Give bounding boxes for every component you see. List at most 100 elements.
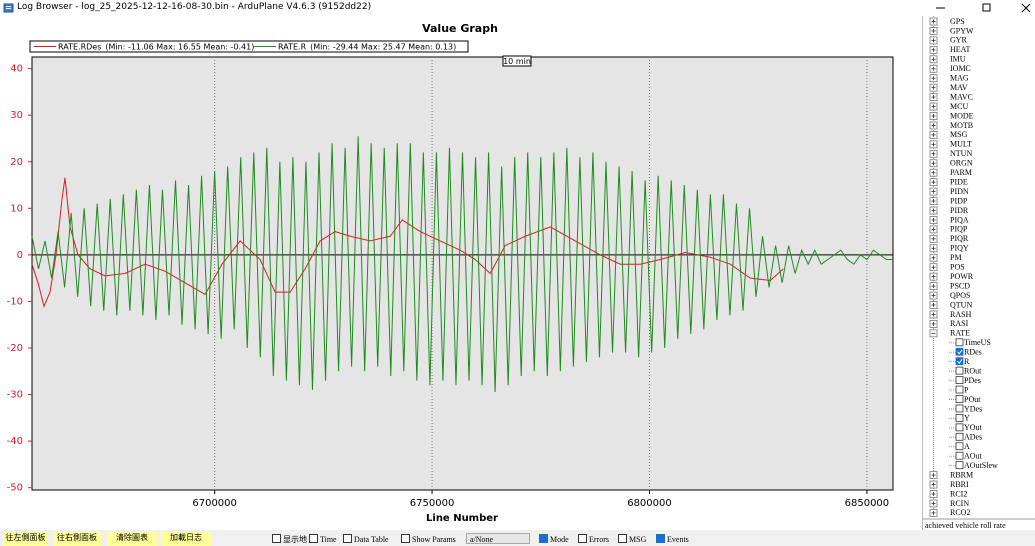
tree-node[interactable]: RATE	[929, 329, 970, 338]
checkbox[interactable]	[343, 534, 352, 543]
tree-node[interactable]: MAG	[929, 74, 969, 83]
tree-node[interactable]: PIQR	[929, 234, 969, 243]
tree-node[interactable]: RBRI	[929, 480, 969, 489]
checkbox-item[interactable]: Events	[656, 534, 689, 545]
toolbar: 往左側面板 往右側面板 清除圖表 加載日志 显示地 Time Data Table Show …	[0, 530, 1035, 546]
checkbox-item[interactable]: Mode	[539, 534, 569, 545]
tree-node[interactable]: GYR	[929, 36, 968, 45]
tree-child[interactable]: AOut	[949, 452, 983, 461]
checkbox[interactable]	[955, 451, 964, 460]
checkbox-item[interactable]: MSG	[618, 534, 646, 545]
checkbox-label: Data Table	[354, 535, 389, 544]
tree-node[interactable]: MAV	[929, 83, 968, 92]
close-button[interactable]	[1021, 3, 1031, 13]
tree-node[interactable]: IOMC	[929, 64, 971, 73]
tree-node[interactable]: GPYW	[929, 26, 974, 35]
tree-child[interactable]: YOut	[949, 423, 983, 432]
tree-node[interactable]: RCO2	[929, 508, 970, 517]
checkbox[interactable]	[955, 461, 964, 470]
tree-child[interactable]: POut	[949, 395, 981, 404]
tree-child[interactable]: YDes	[949, 404, 982, 413]
tree-label: ORGN	[950, 159, 973, 168]
tree-node[interactable]: MCU	[929, 102, 968, 111]
checkbox-label: Events	[667, 535, 689, 544]
checkbox[interactable]	[955, 338, 964, 347]
tree-node[interactable]: RCI2	[929, 489, 967, 498]
tree-node[interactable]: MAVC	[929, 92, 973, 101]
checkbox[interactable]	[955, 442, 964, 451]
tree-child[interactable]: ROut	[949, 366, 982, 375]
tree-node[interactable]: PM	[929, 253, 962, 262]
checkbox[interactable]	[272, 534, 281, 543]
checkbox[interactable]	[618, 534, 627, 543]
tree-node[interactable]: QTUN	[929, 300, 972, 309]
tree-node[interactable]: NTUN	[929, 149, 972, 158]
tree-child[interactable]: P	[949, 385, 969, 394]
dropdown[interactable]: a/None	[466, 533, 530, 544]
tree-child[interactable]: TimeUS	[949, 338, 991, 347]
title-bar: Log Browser - log_25_2025-12-12-16-08-30…	[0, 0, 1035, 16]
checkbox[interactable]	[955, 385, 964, 394]
checkbox[interactable]	[955, 395, 964, 403]
tree-child[interactable]: AOutSlew	[949, 461, 998, 470]
tree-child[interactable]: PDes	[949, 376, 981, 385]
checkbox[interactable]	[955, 357, 964, 366]
tree-node[interactable]: PARM	[929, 168, 972, 177]
checkbox[interactable]	[955, 347, 964, 356]
tree-node[interactable]: MSG	[929, 130, 968, 139]
tree-node[interactable]: POWR	[929, 272, 974, 281]
tree-node[interactable]: PIDP	[929, 196, 968, 205]
checkbox-item[interactable]: Data Table	[343, 534, 389, 545]
checkbox[interactable]	[578, 534, 587, 543]
tree-node[interactable]: QPOS	[929, 291, 970, 300]
checkbox[interactable]	[955, 376, 964, 385]
checkbox[interactable]	[309, 534, 318, 543]
checkbox-item[interactable]: Errors	[578, 534, 609, 545]
tree-node[interactable]: RCIN	[929, 499, 969, 508]
tree-node[interactable]: PIQA	[929, 215, 969, 224]
tree-label: NTUN	[950, 149, 972, 158]
tree-node[interactable]: PIDE	[929, 177, 968, 186]
tree-node[interactable]: POS	[929, 263, 965, 272]
tree-node[interactable]: PIDN	[929, 187, 969, 196]
checkbox-label: Show Params	[412, 535, 456, 544]
toolbar-button[interactable]: 清除圖表	[107, 532, 157, 546]
checkbox-item[interactable]: 显示地	[272, 534, 307, 545]
tree-node[interactable]: RBRM	[929, 470, 973, 479]
tree-node[interactable]: PIQP	[929, 225, 968, 234]
tree-label: MAG	[950, 74, 969, 83]
tree-node[interactable]: MOTB	[929, 121, 973, 130]
tree-node[interactable]: PIQY	[929, 244, 969, 253]
toolbar-button[interactable]: 加載日志	[161, 532, 211, 546]
tree-node[interactable]: RASI	[929, 319, 969, 328]
tree-node[interactable]: IMU	[929, 55, 966, 64]
checkbox[interactable]	[955, 413, 964, 422]
maximize-button[interactable]	[982, 3, 991, 12]
tree-label: PM	[950, 253, 962, 262]
checkbox[interactable]	[401, 534, 410, 543]
checkbox[interactable]	[955, 366, 964, 375]
tree-node[interactable]: ORGN	[929, 159, 973, 168]
checkbox[interactable]	[955, 423, 964, 432]
toolbar-button[interactable]: 往左側面板	[3, 532, 48, 546]
tree-node[interactable]: HEAT	[929, 45, 971, 54]
tree-child[interactable]: RDes	[949, 348, 982, 357]
checkbox-label: MSG	[629, 535, 647, 544]
tree-node[interactable]: RASH	[929, 310, 972, 319]
tree-child[interactable]: A	[949, 442, 970, 451]
tree-node[interactable]: MODE	[929, 111, 974, 120]
checkbox-item[interactable]: Show Params	[401, 534, 456, 545]
tree-node[interactable]: GPS	[929, 17, 965, 26]
tree-node[interactable]: MULT	[929, 140, 972, 149]
tree-child[interactable]: R	[949, 357, 970, 366]
tree-child[interactable]: Y	[949, 414, 970, 423]
tree-child[interactable]: ADes	[949, 433, 982, 442]
checkbox[interactable]	[656, 534, 665, 543]
tree-node[interactable]: PIDR	[929, 206, 969, 215]
checkbox-item[interactable]: Time	[309, 534, 337, 545]
checkbox[interactable]	[955, 404, 964, 413]
checkbox[interactable]	[539, 534, 548, 543]
tree-node[interactable]: PSCD	[929, 281, 970, 290]
checkbox[interactable]	[955, 432, 964, 441]
toolbar-button[interactable]: 往右側面板	[53, 532, 101, 546]
